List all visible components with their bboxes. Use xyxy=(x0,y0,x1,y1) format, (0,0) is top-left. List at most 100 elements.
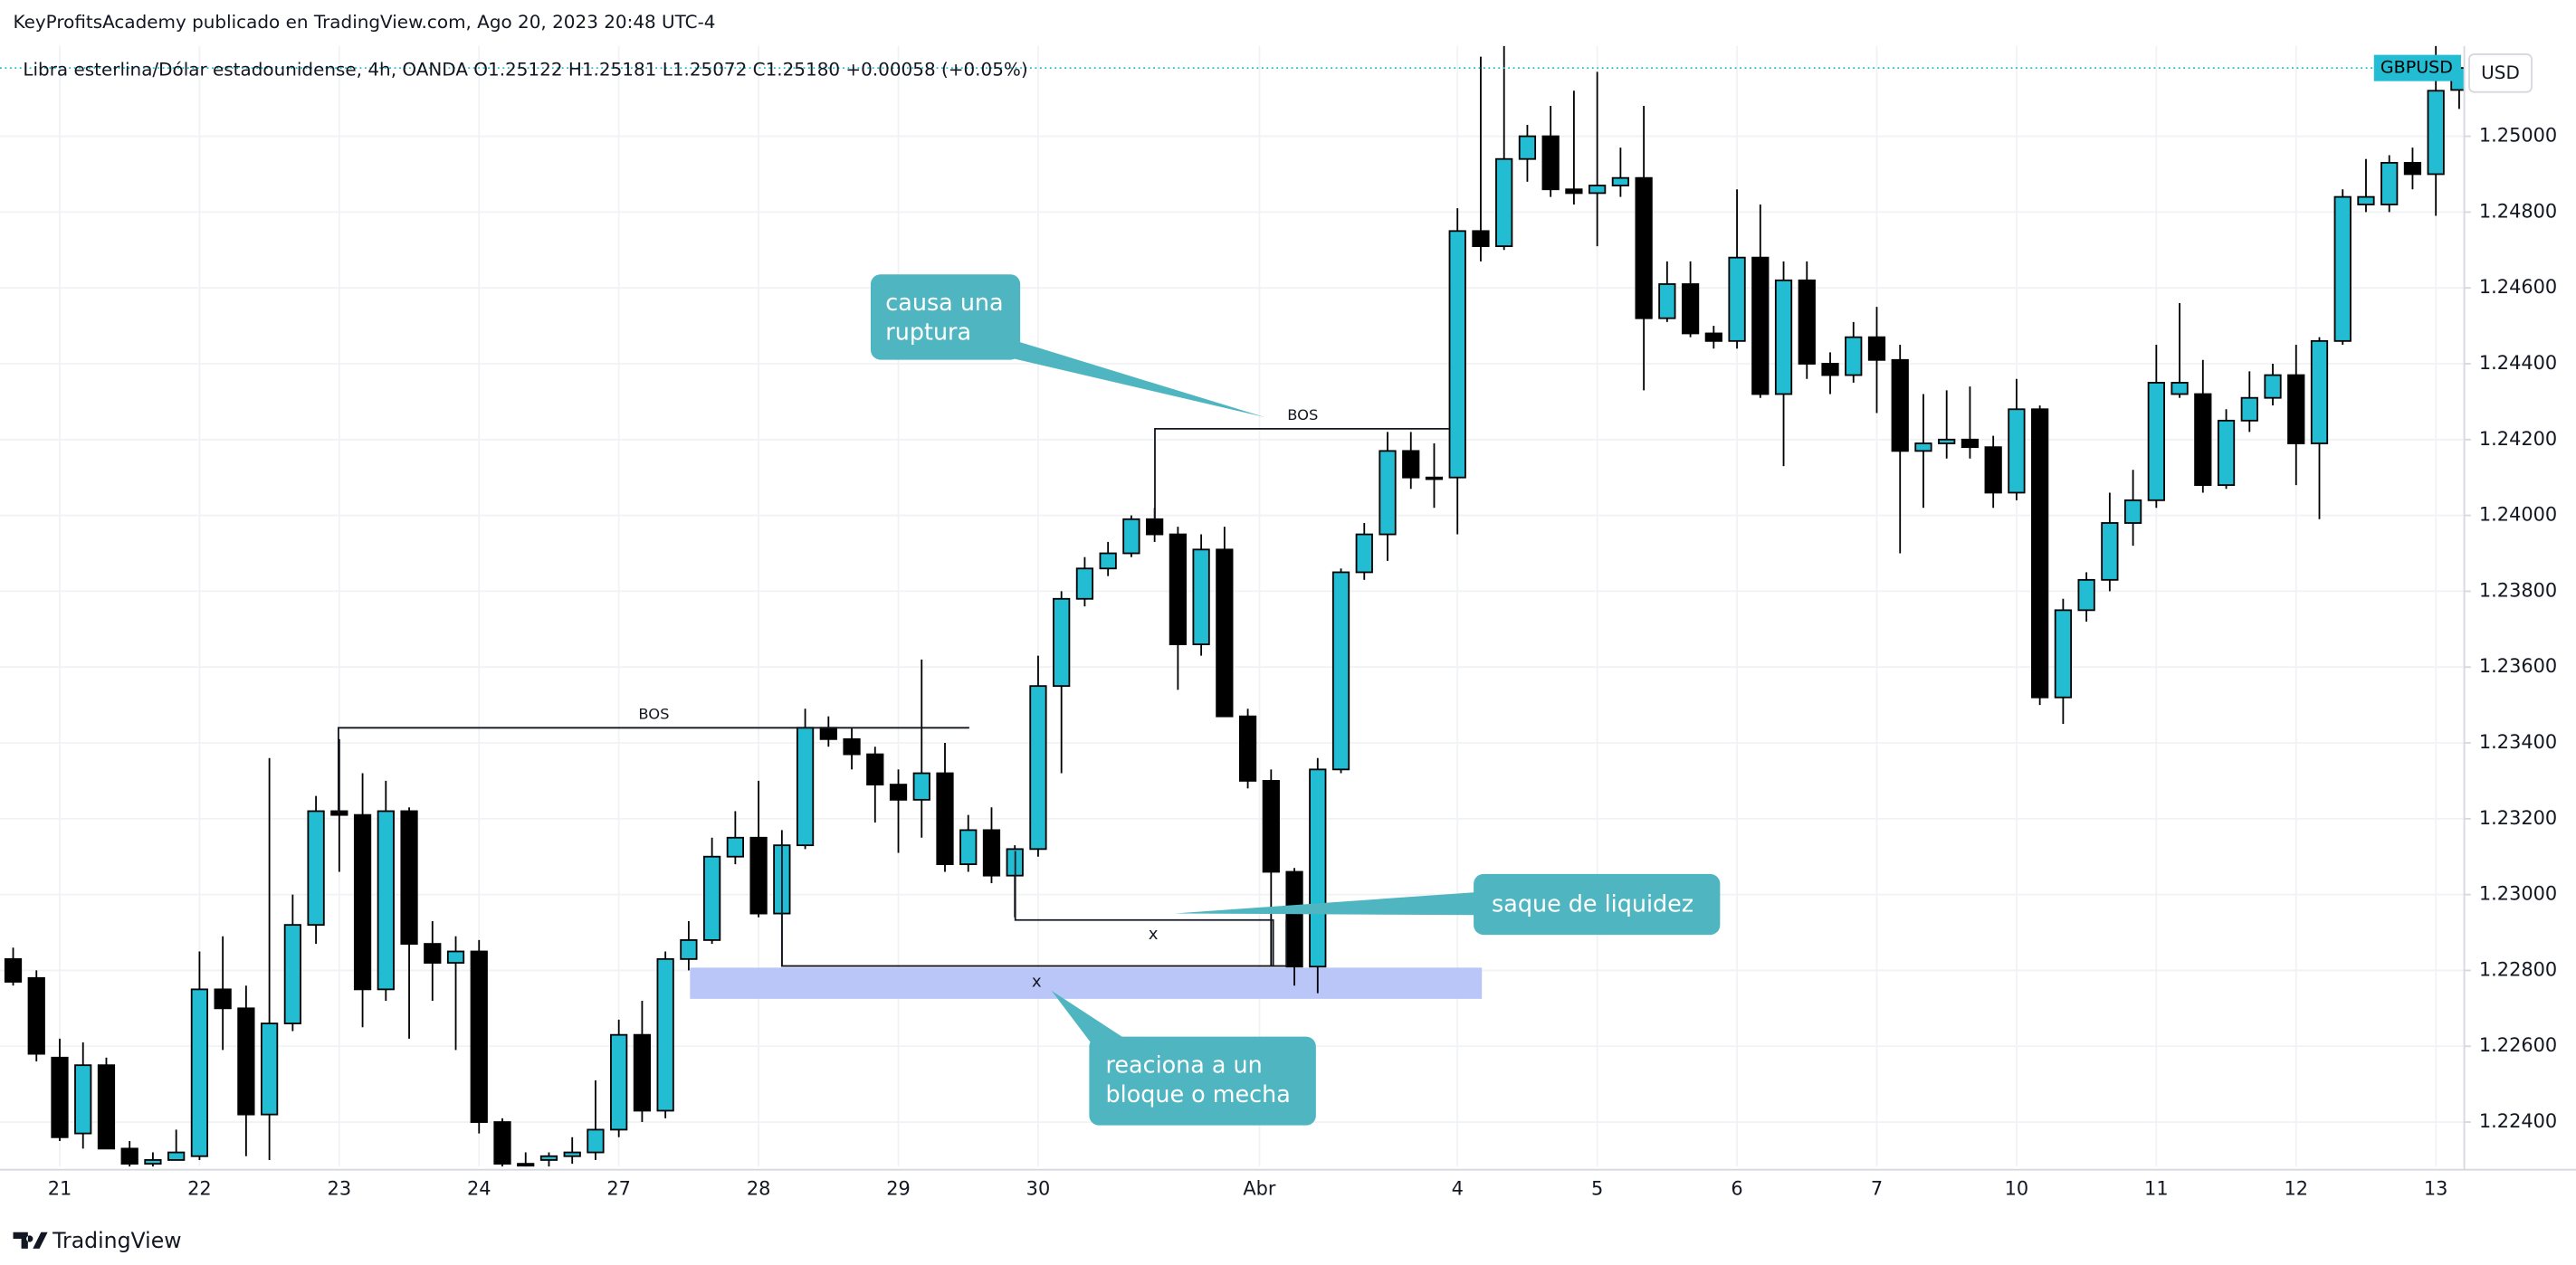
bos-label: BOS xyxy=(1287,406,1318,423)
candle-body xyxy=(2101,522,2119,581)
callout-pointer xyxy=(1051,990,1128,1051)
candle-body xyxy=(2077,578,2095,612)
x-tick-label: 28 xyxy=(747,1177,771,1199)
candle-body xyxy=(1845,336,1863,376)
candle-body xyxy=(400,810,418,946)
candle-body xyxy=(470,950,488,1123)
mark-label: x xyxy=(1032,973,1042,992)
candle-body xyxy=(680,938,698,960)
y-tick-label: 1.24200 xyxy=(2479,428,2557,450)
candle-body xyxy=(866,753,884,786)
candle-body xyxy=(214,988,232,1010)
tradingview-logo: TradingView xyxy=(13,1228,182,1253)
callout-pointer xyxy=(968,341,1265,418)
callout-text: reaciona a un xyxy=(1106,1051,1263,1078)
candle-body xyxy=(1285,870,1303,968)
candle-body xyxy=(912,772,930,801)
candle-body xyxy=(889,784,908,801)
candle-body xyxy=(1821,363,1839,376)
candle-body xyxy=(1938,438,1956,444)
callout: causa una ruptura xyxy=(870,274,1265,418)
candle-body xyxy=(749,836,768,915)
y-tick-label: 1.22400 xyxy=(2479,1110,2557,1132)
candle-body xyxy=(1704,332,1722,342)
candle-body xyxy=(959,829,978,866)
candle-body xyxy=(1589,185,1607,195)
candle-body xyxy=(330,810,348,816)
candle-body xyxy=(1914,442,1932,452)
candle-body xyxy=(1122,518,1140,555)
candle-body xyxy=(2217,419,2236,486)
candle-body xyxy=(703,855,721,941)
x-tick-label: 4 xyxy=(1452,1177,1464,1199)
candle-body xyxy=(1472,230,1490,247)
candle-body xyxy=(261,1022,279,1116)
x-tick-label: 22 xyxy=(187,1177,212,1199)
y-tick-label: 1.23800 xyxy=(2479,579,2557,601)
candle-body xyxy=(1798,279,1816,365)
candle-body xyxy=(2054,609,2073,699)
candle-body xyxy=(4,957,23,983)
bos-line xyxy=(1154,427,1449,519)
candle-body xyxy=(1355,533,1373,574)
candle-body xyxy=(982,829,1001,877)
currency-box[interactable] xyxy=(2468,53,2533,93)
candle-body xyxy=(1192,548,1210,645)
y-tick-label: 1.24000 xyxy=(2479,504,2557,526)
candle-body xyxy=(1774,279,1793,395)
candle-body xyxy=(1518,135,1537,160)
candle-body xyxy=(1029,685,1047,851)
footer-brand: TradingView xyxy=(52,1228,181,1253)
liquidity-line xyxy=(781,844,1288,967)
callout: reaciona a un bloque o mecha xyxy=(1051,990,1316,1126)
candle-body xyxy=(1169,533,1187,645)
candle-body xyxy=(377,810,395,991)
candle-body xyxy=(1099,552,1117,570)
callout-box xyxy=(870,274,1021,360)
candle-body xyxy=(97,1064,116,1150)
candle-body xyxy=(2403,161,2422,176)
candle-body xyxy=(1379,450,1397,536)
candle-body xyxy=(27,976,45,1055)
candle-body xyxy=(563,1151,581,1157)
callout-box xyxy=(1474,873,1721,936)
x-tick-label: 10 xyxy=(2005,1177,2029,1199)
candle-body xyxy=(2310,339,2329,444)
candle-body xyxy=(1728,256,1746,342)
y-tick-label: 1.25000 xyxy=(2479,125,2557,147)
candle-body xyxy=(1565,188,1583,195)
candle-body xyxy=(2380,161,2399,205)
candle-body xyxy=(2031,408,2049,699)
candle-body xyxy=(1262,780,1280,873)
candle-body xyxy=(446,950,465,964)
candle-body xyxy=(819,727,837,740)
x-tick-label: 7 xyxy=(1871,1177,1883,1199)
candle-body xyxy=(2264,374,2282,399)
x-tick-label: 30 xyxy=(1026,1177,1051,1199)
x-tick-label: 11 xyxy=(2144,1177,2169,1199)
liquidity-line xyxy=(1014,851,1274,966)
candle-body xyxy=(167,1151,186,1161)
x-tick-label: 21 xyxy=(48,1177,72,1199)
bos-line xyxy=(337,727,969,813)
candle-body xyxy=(656,957,674,1112)
callout-text: saque de liquidez xyxy=(1492,889,1693,917)
currency-label: USD xyxy=(2481,62,2520,83)
symbol-legend: Libra esterlina/Dólar estadounidense, 4h… xyxy=(23,59,1027,81)
candle-body xyxy=(843,737,861,756)
callout: saque de liquidez xyxy=(1174,873,1721,936)
x-tick-label: 23 xyxy=(328,1177,352,1199)
callout-text: bloque o mecha xyxy=(1106,1080,1291,1108)
y-tick-label: 1.23200 xyxy=(2479,807,2557,829)
candle-body xyxy=(1402,450,1420,479)
callout-box xyxy=(1089,1036,1316,1126)
candle-body xyxy=(517,1163,535,1167)
x-tick-label: 27 xyxy=(606,1177,631,1199)
candle-body xyxy=(2240,396,2258,422)
y-tick-label: 1.23000 xyxy=(2479,883,2557,905)
candle-body xyxy=(610,1033,628,1131)
candle-body xyxy=(1331,571,1350,771)
candle-body xyxy=(936,772,954,866)
symbol-tag: GBPUSD xyxy=(2380,58,2453,78)
